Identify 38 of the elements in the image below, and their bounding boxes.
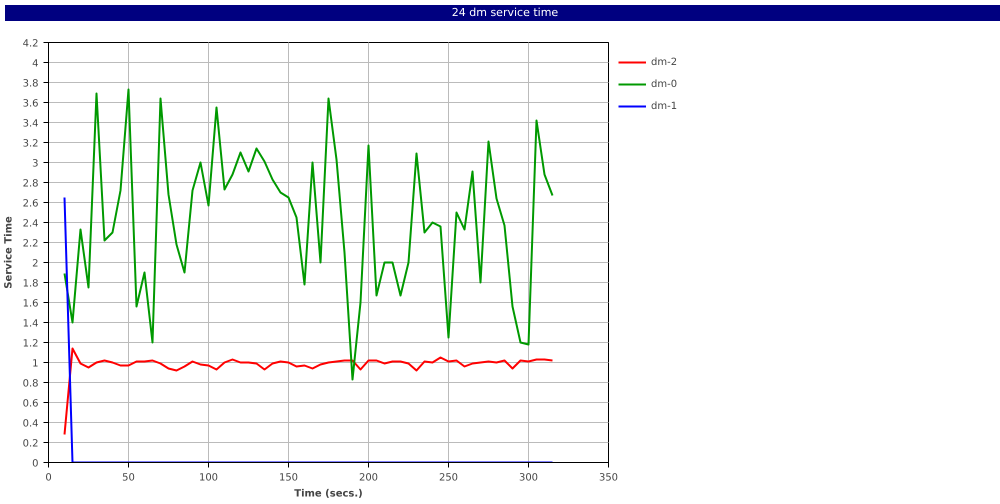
chart-title: 24 dm service time — [452, 5, 558, 21]
legend-label: dm-2 — [651, 56, 678, 68]
legend-label: dm-0 — [651, 78, 678, 90]
y-tick-label: 0.6 — [22, 398, 39, 410]
y-tick-label: 3.4 — [22, 118, 39, 130]
x-tick-label: 150 — [278, 472, 298, 484]
y-tick-label: 2 — [32, 258, 39, 270]
y-tick-label: 1.4 — [22, 318, 39, 330]
y-tick-label: 4 — [32, 58, 39, 70]
x-tick-label: 200 — [358, 472, 378, 484]
y-tick-label: 3.2 — [22, 138, 39, 150]
y-axis-title: Service Time — [4, 216, 15, 289]
y-tick-label: 1.2 — [22, 338, 39, 350]
x-tick-label: 250 — [438, 472, 458, 484]
line-series — [64, 348, 554, 436]
y-tick-label: 2.4 — [22, 218, 39, 230]
x-tick-label: 50 — [122, 472, 135, 484]
y-tick-label: 1 — [32, 358, 39, 370]
x-tick-label: 0 — [45, 472, 52, 484]
x-tick-label: 300 — [518, 472, 538, 484]
y-tick-label: 0.8 — [22, 378, 39, 390]
x-axis-title: Time (secs.) — [294, 488, 363, 500]
y-tick-label: 3 — [32, 158, 39, 170]
y-tick-label: 1.8 — [22, 278, 39, 290]
y-tick-label: 1.6 — [22, 298, 39, 310]
y-tick-label: 2.2 — [22, 238, 39, 250]
line-series — [64, 88, 554, 380]
y-tick-label: 4.2 — [22, 38, 39, 50]
y-tick-label: 3.6 — [22, 98, 39, 110]
y-tick-label: 0 — [32, 458, 39, 470]
x-tick-label: 100 — [198, 472, 218, 484]
y-tick-label: 3.8 — [22, 78, 39, 90]
y-tick-label: 2.6 — [22, 198, 39, 210]
legend-label: dm-1 — [651, 100, 678, 112]
y-tick-label: 0.2 — [22, 438, 39, 450]
y-tick-label: 0.4 — [22, 418, 39, 430]
x-tick-label: 350 — [598, 472, 618, 484]
y-tick-label: 2.8 — [22, 178, 39, 190]
